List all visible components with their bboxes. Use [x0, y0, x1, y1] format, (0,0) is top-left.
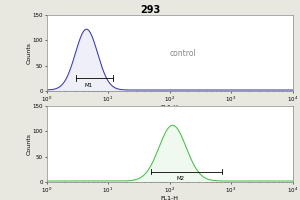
- X-axis label: FL1-H: FL1-H: [160, 105, 178, 110]
- Text: M2: M2: [176, 176, 184, 181]
- Y-axis label: Counts: Counts: [26, 42, 31, 64]
- Text: control: control: [169, 48, 196, 58]
- Text: 293: 293: [140, 5, 160, 15]
- Y-axis label: Counts: Counts: [26, 133, 31, 155]
- X-axis label: FL1-H: FL1-H: [160, 196, 178, 200]
- Text: M1: M1: [84, 83, 93, 88]
